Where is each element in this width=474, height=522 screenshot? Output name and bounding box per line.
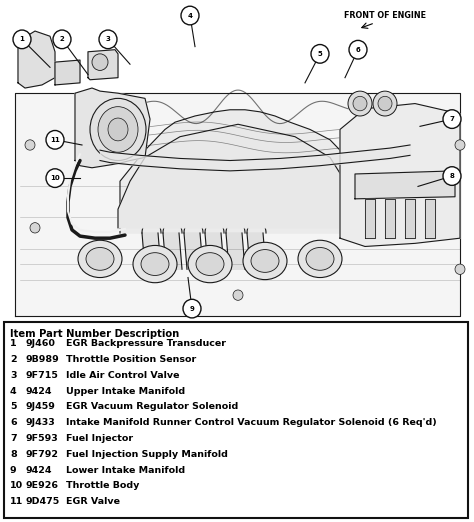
Text: 10: 10 xyxy=(50,175,60,181)
Polygon shape xyxy=(365,199,375,238)
Ellipse shape xyxy=(348,91,372,116)
Circle shape xyxy=(181,6,199,25)
Text: Upper Intake Manifold: Upper Intake Manifold xyxy=(66,387,185,396)
Polygon shape xyxy=(55,60,80,85)
Text: 9B989: 9B989 xyxy=(26,355,60,364)
Text: 9424: 9424 xyxy=(26,387,53,396)
Text: 10: 10 xyxy=(10,481,23,490)
Text: 7: 7 xyxy=(449,116,455,122)
Circle shape xyxy=(183,299,201,318)
Text: Fuel Injection Supply Manifold: Fuel Injection Supply Manifold xyxy=(66,450,228,459)
Ellipse shape xyxy=(25,140,35,150)
Circle shape xyxy=(46,130,64,149)
Circle shape xyxy=(53,30,71,49)
Polygon shape xyxy=(120,110,355,233)
Text: Throttle Body: Throttle Body xyxy=(66,481,139,490)
Ellipse shape xyxy=(298,240,342,278)
Text: 3: 3 xyxy=(106,37,110,42)
Circle shape xyxy=(311,44,329,63)
Polygon shape xyxy=(15,93,460,316)
Text: 9: 9 xyxy=(190,305,194,312)
Ellipse shape xyxy=(233,290,243,300)
Ellipse shape xyxy=(378,97,392,111)
Ellipse shape xyxy=(92,54,108,70)
Polygon shape xyxy=(118,124,358,228)
Ellipse shape xyxy=(251,250,279,272)
Text: Fuel Injector: Fuel Injector xyxy=(66,434,133,443)
Text: 6: 6 xyxy=(10,418,17,427)
Circle shape xyxy=(443,110,461,128)
Polygon shape xyxy=(226,233,245,269)
Polygon shape xyxy=(163,233,182,269)
Text: 9: 9 xyxy=(10,466,17,474)
Text: 9J459: 9J459 xyxy=(26,402,56,411)
Circle shape xyxy=(13,30,31,49)
Text: FRONT OF ENGINE: FRONT OF ENGINE xyxy=(344,11,426,20)
Text: 2: 2 xyxy=(60,37,64,42)
Polygon shape xyxy=(425,199,435,238)
Ellipse shape xyxy=(196,253,224,276)
Text: 7: 7 xyxy=(10,434,17,443)
Text: Item Part Number Description: Item Part Number Description xyxy=(10,329,179,339)
Text: EGR Backpressure Transducer: EGR Backpressure Transducer xyxy=(66,339,226,348)
Text: Lower Intake Manifold: Lower Intake Manifold xyxy=(66,466,185,474)
Ellipse shape xyxy=(86,247,114,270)
Text: 11: 11 xyxy=(10,497,23,506)
Polygon shape xyxy=(247,233,266,269)
Polygon shape xyxy=(142,233,161,269)
Polygon shape xyxy=(355,171,455,199)
Circle shape xyxy=(443,167,461,185)
Text: 9J460: 9J460 xyxy=(26,339,56,348)
Text: Throttle Position Sensor: Throttle Position Sensor xyxy=(66,355,196,364)
Text: 4: 4 xyxy=(10,387,17,396)
Text: 9D475: 9D475 xyxy=(26,497,60,506)
Polygon shape xyxy=(385,199,395,238)
Ellipse shape xyxy=(30,223,40,233)
Text: 5: 5 xyxy=(10,402,17,411)
Text: Intake Manifold Runner Control Vacuum Regulator Solenoid (6 Req'd): Intake Manifold Runner Control Vacuum Re… xyxy=(66,418,437,427)
Text: 9F715: 9F715 xyxy=(26,371,59,380)
Ellipse shape xyxy=(243,242,287,280)
Polygon shape xyxy=(88,50,118,80)
Text: 6: 6 xyxy=(356,46,360,53)
Text: 5: 5 xyxy=(318,51,322,57)
Polygon shape xyxy=(405,199,415,238)
Text: 9J433: 9J433 xyxy=(26,418,56,427)
Circle shape xyxy=(349,40,367,59)
Ellipse shape xyxy=(306,247,334,270)
Ellipse shape xyxy=(133,245,177,283)
Polygon shape xyxy=(205,233,224,269)
Polygon shape xyxy=(75,88,150,168)
Text: 8: 8 xyxy=(10,450,17,459)
Text: 9424: 9424 xyxy=(26,466,53,474)
Text: 4: 4 xyxy=(188,13,192,19)
Ellipse shape xyxy=(90,98,146,161)
Ellipse shape xyxy=(188,245,232,283)
Text: 9F792: 9F792 xyxy=(26,450,59,459)
Ellipse shape xyxy=(98,106,138,152)
Circle shape xyxy=(46,169,64,187)
Polygon shape xyxy=(18,31,55,88)
Text: 9F593: 9F593 xyxy=(26,434,59,443)
Text: EGR Valve: EGR Valve xyxy=(66,497,120,506)
Text: 9E926: 9E926 xyxy=(26,481,59,490)
Text: Idle Air Control Valve: Idle Air Control Valve xyxy=(66,371,180,380)
Ellipse shape xyxy=(373,91,397,116)
Text: 11: 11 xyxy=(50,137,60,143)
Text: 8: 8 xyxy=(449,173,455,179)
Text: 1: 1 xyxy=(19,37,25,42)
Ellipse shape xyxy=(141,253,169,276)
Text: 1: 1 xyxy=(10,339,17,348)
Ellipse shape xyxy=(78,240,122,278)
Text: EGR Vacuum Regulator Solenoid: EGR Vacuum Regulator Solenoid xyxy=(66,402,238,411)
Circle shape xyxy=(99,30,117,49)
Text: 3: 3 xyxy=(10,371,17,380)
Ellipse shape xyxy=(353,97,367,111)
Ellipse shape xyxy=(108,118,128,141)
Polygon shape xyxy=(340,103,460,246)
Ellipse shape xyxy=(455,264,465,275)
Ellipse shape xyxy=(455,140,465,150)
Text: 2: 2 xyxy=(10,355,17,364)
Polygon shape xyxy=(184,233,203,269)
